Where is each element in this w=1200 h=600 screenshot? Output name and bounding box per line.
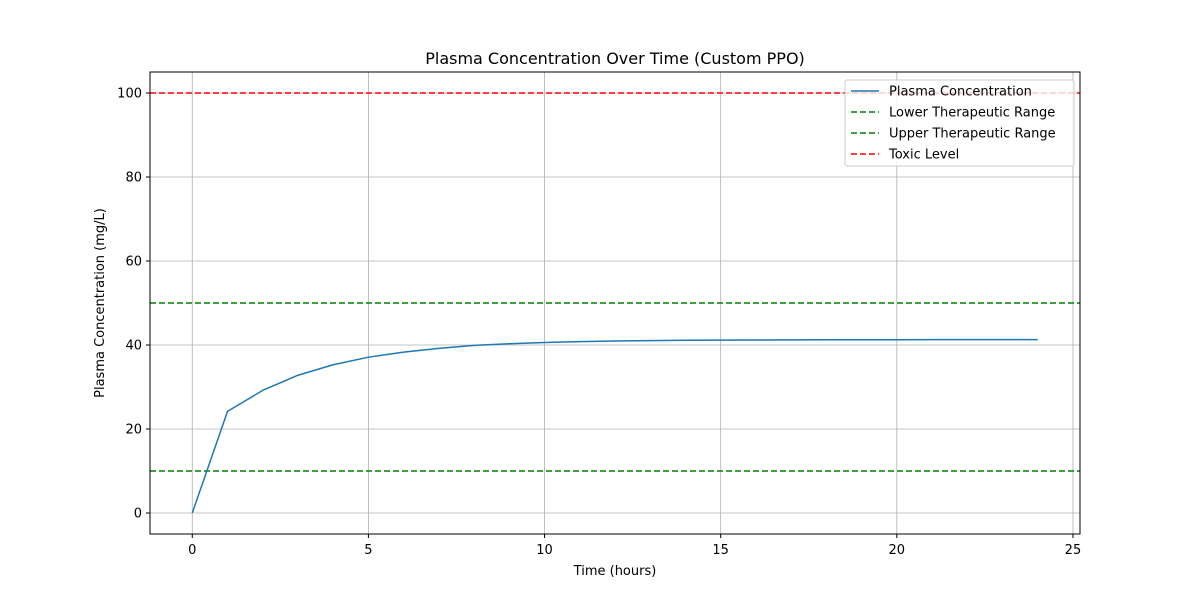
x-tick-label: 20 [889, 543, 906, 558]
legend-label: Lower Therapeutic Range [889, 106, 1055, 121]
x-axis-ticks: 0 5 10 15 20 25 [188, 534, 1081, 558]
x-tick-label: 5 [364, 543, 372, 558]
legend-label: Upper Therapeutic Range [889, 127, 1056, 142]
y-tick-label: 0 [134, 507, 142, 522]
series-lines [191, 338, 1038, 514]
series-line [191, 338, 1038, 514]
y-tick-label: 80 [125, 171, 142, 186]
y-axis-ticks: 0 20 40 60 80 100 [117, 87, 150, 522]
y-tick-label: 20 [125, 423, 142, 438]
legend: Plasma Concentration Lower Therapeutic Ra… [844, 79, 1075, 167]
x-axis-title: Time (hours) [573, 564, 657, 579]
y-tick-label: 40 [125, 339, 142, 354]
x-tick-label: 15 [712, 543, 729, 558]
plot-area-frame [149, 71, 1081, 535]
chart-title: Plasma Concentration Over Time (Custom P… [425, 49, 805, 68]
legend-label: Plasma Concentration [889, 85, 1032, 100]
legend-box [844, 79, 1075, 167]
y-axis-title: Plasma Concentration (mg/L) [93, 208, 108, 398]
x-tick-label: 25 [1065, 543, 1082, 558]
y-tick-label: 60 [125, 255, 142, 270]
y-tick-label: 100 [117, 87, 142, 102]
x-tick-label: 10 [536, 543, 553, 558]
legend-label: Toxic Level [888, 148, 959, 163]
grid-lines [150, 72, 1080, 534]
x-tick-label: 0 [188, 543, 196, 558]
